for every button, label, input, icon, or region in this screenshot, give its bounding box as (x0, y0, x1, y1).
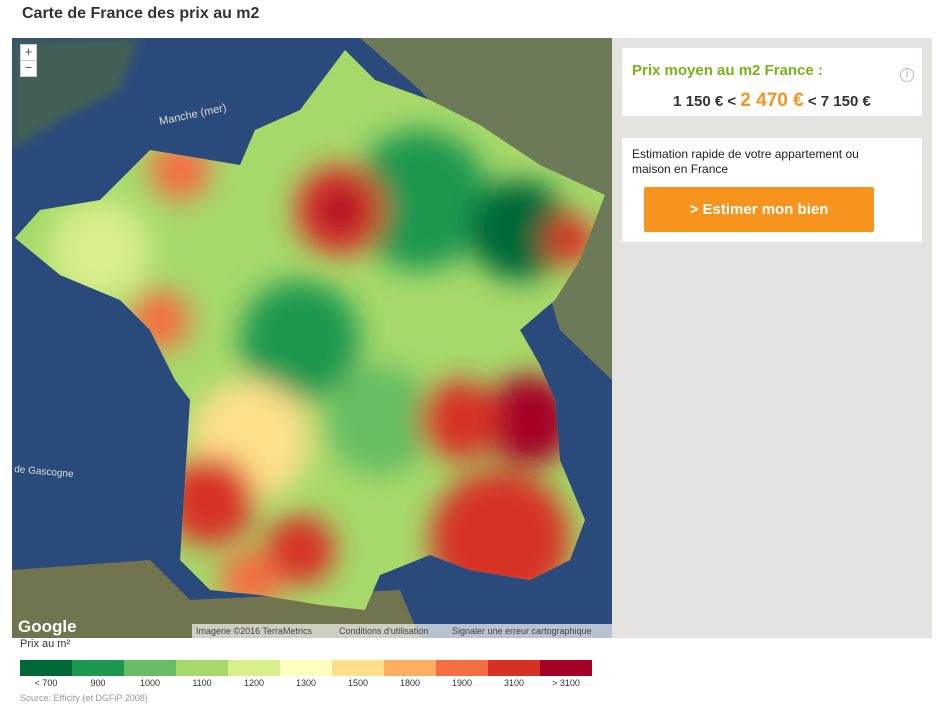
legend-item: 3100 (488, 660, 540, 688)
legend-item: 1300 (280, 660, 332, 688)
legend-item: 1900 (436, 660, 488, 688)
report-link[interactable]: Signaler une erreur cartographique (452, 626, 592, 636)
legend-label: 3100 (503, 678, 525, 688)
attribution: Imagerie ©2016 TerraMetrics (196, 626, 313, 636)
side-panel: Prix moyen au m2 France : i 1 150 € < 2 … (612, 38, 932, 638)
price-range: 1 150 € < 2 470 € < 7 150 € (622, 90, 922, 112)
legend: < 700 900 1000 1100 1200 1300 1500 1800 1900 3100… (20, 660, 592, 688)
legend-swatch (488, 660, 540, 676)
average-price: 2 470 € (740, 90, 804, 111)
estimate-button[interactable]: > Estimer mon bien (644, 187, 874, 232)
min-price: 1 150 € < (673, 93, 737, 110)
zoom-in[interactable]: + (20, 44, 37, 61)
legend-label: 1300 (295, 678, 317, 688)
legend-label: < 700 (34, 678, 58, 688)
estimate-box: Estimation rapide de votre appartement o… (622, 138, 922, 242)
legend-label: 1500 (347, 678, 369, 688)
legend-item: > 3100 (540, 660, 592, 688)
source: Source: Efficity (et DGFiP 2008) (20, 693, 148, 703)
map[interactable]: Manche (mer) de Gascogne Google Imagerie… (12, 38, 612, 638)
legend-swatch (228, 660, 280, 676)
summary-title: Prix moyen au m2 France : (632, 62, 823, 79)
legend-swatch (384, 660, 436, 676)
legend-item: 900 (72, 660, 124, 688)
legend-label: 1000 (139, 678, 161, 688)
legend-swatch (280, 660, 332, 676)
legend-label: 1800 (399, 678, 421, 688)
map-label: de Gascogne (14, 464, 75, 480)
legend-swatch (20, 660, 72, 676)
zoom-out[interactable]: − (20, 60, 37, 77)
info-icon[interactable]: i (900, 68, 914, 82)
terms-link[interactable]: Conditions d'utilisation (339, 626, 428, 636)
estimate-text: Estimation rapide de votre appartement o… (632, 147, 859, 176)
legend-swatch (124, 660, 176, 676)
google-logo: Google (18, 617, 77, 636)
legend-swatch (176, 660, 228, 676)
legend-swatch (436, 660, 488, 676)
legend-item: 1100 (176, 660, 228, 688)
legend-swatch (332, 660, 384, 676)
legend-item: 1500 (332, 660, 384, 688)
legend-item: 1000 (124, 660, 176, 688)
legend-swatch (72, 660, 124, 676)
legend-label: 1200 (243, 678, 265, 688)
legend-item: 1200 (228, 660, 280, 688)
legend-label: 900 (90, 678, 106, 688)
legend-label: 1900 (451, 678, 473, 688)
max-price: < 7 150 € (807, 93, 871, 110)
legend-label: 1100 (192, 678, 212, 688)
legend-swatch (540, 660, 592, 676)
page-title: Carte de France des prix au m2 (22, 5, 260, 22)
legend-item: 1800 (384, 660, 436, 688)
legend-item: < 700 (20, 660, 72, 688)
legend-title: Prix au m² (20, 638, 71, 650)
legend-label: > 3100 (552, 678, 580, 688)
summary-box: Prix moyen au m2 France : i 1 150 € < 2 … (622, 48, 922, 116)
